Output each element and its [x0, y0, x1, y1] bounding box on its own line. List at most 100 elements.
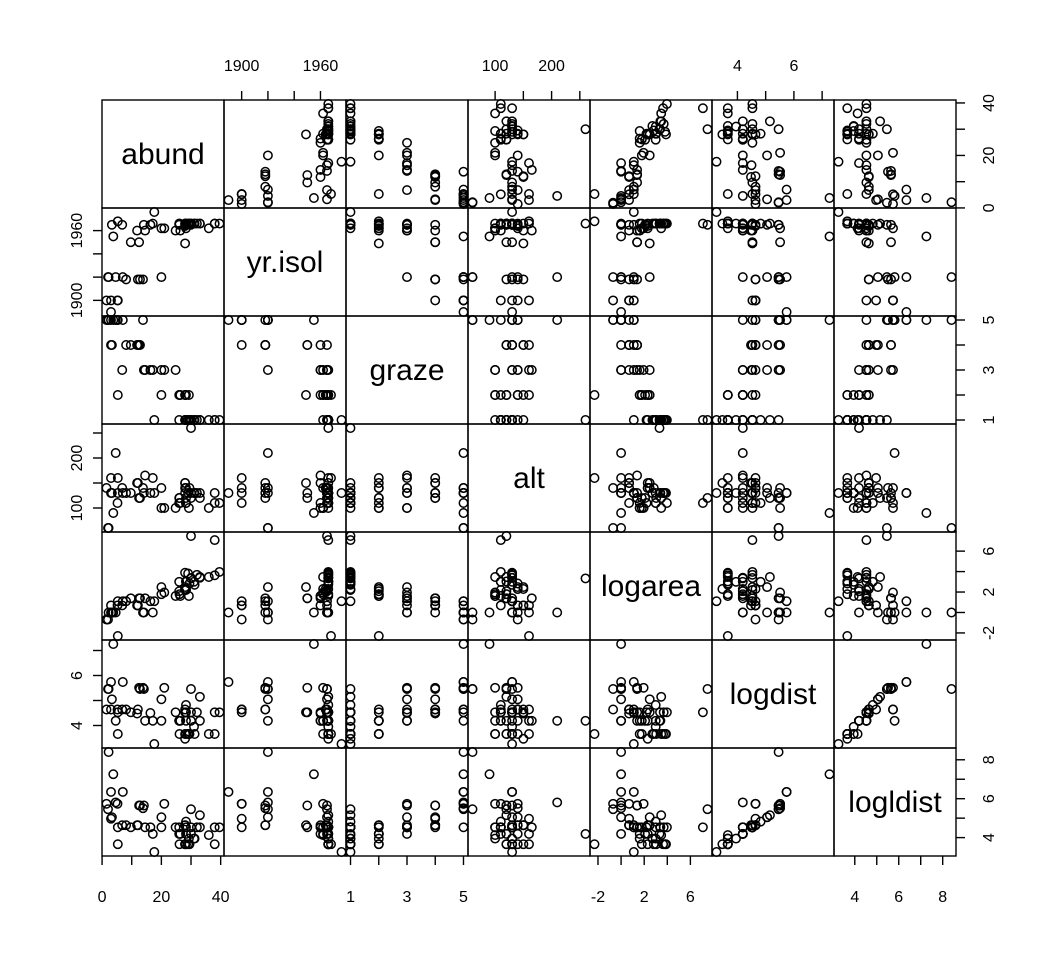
data-point — [345, 707, 356, 718]
data-point — [156, 223, 167, 234]
data-point — [108, 231, 119, 242]
data-point — [747, 573, 758, 583]
data-point — [134, 682, 145, 693]
data-point — [871, 295, 882, 306]
data-point — [170, 365, 181, 375]
data-point — [861, 160, 872, 171]
data-point — [145, 708, 156, 718]
data-point — [135, 340, 145, 350]
panel-logldist-vs-graze — [345, 747, 469, 857]
data-point — [872, 694, 883, 705]
data-point — [702, 804, 713, 815]
data-point — [737, 503, 748, 513]
data-point — [901, 195, 912, 206]
panel-logldist-vs-abund — [101, 747, 225, 857]
tick-label: 1 — [346, 889, 355, 906]
data-point — [737, 822, 748, 833]
data-point — [773, 747, 784, 757]
data-point — [189, 721, 199, 732]
data-point — [616, 747, 627, 757]
data-point — [302, 682, 313, 693]
panel-border — [833, 423, 957, 533]
data-point — [883, 274, 893, 285]
data-point — [747, 295, 758, 306]
data-point — [345, 535, 356, 546]
data-point — [616, 684, 627, 694]
data-point — [589, 390, 600, 400]
data-point — [501, 729, 512, 739]
data-point — [875, 116, 886, 127]
data-point — [661, 99, 672, 109]
data-point — [507, 315, 518, 325]
data-point — [773, 804, 784, 815]
data-point — [108, 508, 119, 518]
data-point — [345, 99, 356, 109]
data-point — [301, 129, 311, 140]
data-point — [886, 340, 896, 350]
data-point — [345, 721, 356, 732]
data-point — [775, 147, 786, 158]
data-point — [315, 470, 326, 481]
data-point — [507, 207, 518, 217]
data-point — [194, 715, 205, 726]
data-point — [134, 237, 145, 248]
data-point — [458, 307, 469, 317]
data-point — [495, 707, 506, 718]
data-point — [526, 225, 537, 236]
data-point — [125, 237, 136, 248]
panel-border — [467, 315, 591, 425]
data-point — [260, 684, 271, 694]
tick-label: 6 — [981, 547, 998, 556]
data-point — [106, 694, 117, 705]
data-point — [149, 207, 160, 217]
data-point — [106, 307, 116, 317]
data-point — [495, 715, 506, 726]
data-point — [624, 478, 635, 488]
data-point — [722, 567, 733, 578]
data-point — [373, 715, 384, 726]
data-point — [495, 816, 506, 827]
data-point — [888, 498, 898, 508]
data-point — [762, 488, 773, 498]
panel-logarea-vs-alt — [467, 531, 591, 641]
data-point — [861, 99, 872, 109]
data-point — [737, 164, 748, 175]
data-point — [644, 483, 655, 493]
data-point — [852, 729, 863, 739]
data-point — [616, 508, 627, 518]
data-point — [101, 798, 112, 809]
data-point — [848, 121, 859, 132]
data-point — [762, 272, 773, 283]
axis-right-logarea: -2 2 6 — [956, 547, 998, 640]
data-point — [121, 488, 132, 498]
data-point — [495, 295, 506, 306]
data-point — [901, 315, 912, 325]
variable-label-logldist: logldist — [848, 786, 942, 819]
data-point — [323, 498, 334, 508]
data-point — [323, 828, 334, 839]
data-point — [209, 218, 220, 229]
data-point — [886, 165, 896, 176]
data-point — [661, 498, 672, 508]
data-point — [921, 231, 932, 242]
data-point — [490, 682, 501, 693]
data-point — [644, 390, 655, 400]
data-point — [888, 600, 898, 611]
data-point — [711, 847, 722, 857]
data-point — [345, 488, 356, 498]
data-point — [616, 812, 627, 823]
data-point — [524, 607, 534, 618]
data-point — [458, 498, 469, 508]
data-point — [608, 295, 619, 306]
data-point — [775, 798, 786, 809]
data-point — [402, 223, 412, 234]
data-point — [501, 800, 512, 811]
data-point — [750, 221, 761, 231]
data-point — [156, 715, 167, 726]
data-point — [747, 390, 758, 400]
data-point — [373, 631, 384, 641]
tick-label: 5 — [459, 889, 468, 906]
data-point — [322, 684, 332, 694]
data-point — [490, 126, 501, 136]
